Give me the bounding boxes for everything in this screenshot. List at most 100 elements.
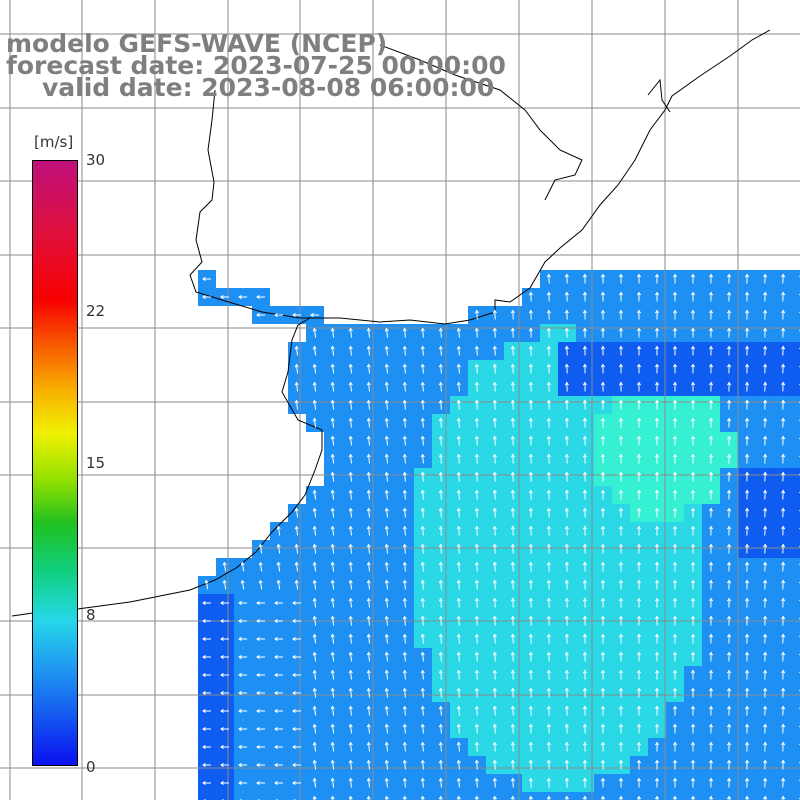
wind-arrow-head bbox=[781, 327, 786, 332]
wind-arrow-head bbox=[636, 363, 642, 368]
wind-arrow bbox=[422, 508, 424, 518]
wind-arrow-head bbox=[546, 453, 551, 458]
wind-arrow-head bbox=[672, 363, 678, 368]
wind-arrow-head bbox=[492, 687, 497, 692]
wind-arrow-head bbox=[438, 507, 443, 512]
wind-arrow bbox=[331, 616, 335, 626]
wind-arrow-head bbox=[438, 525, 443, 530]
wind-arrow-head bbox=[582, 669, 587, 674]
wind-arrow bbox=[458, 472, 460, 482]
wind-arrow bbox=[313, 418, 317, 428]
wind-arrow-head bbox=[348, 561, 353, 566]
wind-arrow bbox=[404, 526, 406, 536]
wind-arrow bbox=[404, 742, 406, 752]
wind-arrow-head bbox=[636, 615, 642, 620]
wind-arrow-head bbox=[618, 687, 624, 692]
wind-arrow-head bbox=[546, 759, 551, 764]
wind-arrow bbox=[368, 490, 370, 500]
wind-arrow-head bbox=[330, 417, 335, 422]
wind-arrow-head bbox=[564, 741, 569, 746]
wind-arrow-head bbox=[745, 615, 750, 620]
wind-arrow bbox=[458, 382, 460, 392]
wind-arrow-head bbox=[726, 741, 732, 746]
wind-arrow-head bbox=[276, 579, 281, 584]
wind-arrow-head bbox=[240, 561, 245, 566]
wind-arrow bbox=[476, 760, 478, 770]
wind-arrow-head bbox=[402, 363, 407, 368]
wind-arrow bbox=[494, 580, 496, 590]
wind-arrow-head bbox=[564, 471, 569, 476]
wind-arrow-head bbox=[636, 291, 642, 296]
wind-arrow bbox=[476, 598, 478, 608]
wind-arrow bbox=[404, 580, 406, 590]
wind-arrow-head bbox=[330, 615, 335, 620]
wind-arrow-head bbox=[312, 633, 317, 638]
wind-arrow bbox=[386, 436, 388, 446]
wind-arrow bbox=[404, 598, 406, 608]
wind-arrow-head bbox=[294, 561, 299, 566]
wind-arrow-head bbox=[510, 669, 515, 674]
wind-arrow-head bbox=[528, 687, 533, 692]
wind-arrow-head bbox=[438, 471, 443, 476]
wind-arrow-head bbox=[438, 777, 443, 782]
wind-arrow bbox=[458, 490, 460, 500]
wind-arrow bbox=[386, 670, 388, 680]
wind-arrow-head bbox=[474, 705, 479, 710]
wind-arrow bbox=[350, 346, 352, 356]
wind-arrow bbox=[512, 346, 514, 356]
wind-arrow-head bbox=[256, 726, 260, 732]
wind-arrow-head bbox=[456, 723, 461, 728]
wind-arrow-head bbox=[438, 435, 443, 440]
wind-arrow-head bbox=[690, 669, 696, 674]
wind-arrow bbox=[512, 670, 514, 680]
wind-arrow-head bbox=[636, 687, 642, 692]
wind-arrow-head bbox=[636, 525, 642, 530]
wind-arrow-head bbox=[546, 489, 551, 494]
wind-arrow-head bbox=[330, 741, 335, 746]
wind-arrow-head bbox=[220, 690, 224, 696]
wind-arrow-head bbox=[238, 726, 242, 732]
wind-arrow-head bbox=[654, 309, 660, 314]
wind-arrow-head bbox=[330, 489, 335, 494]
wind-arrow-head bbox=[654, 705, 660, 710]
wind-arrow-head bbox=[781, 471, 786, 476]
wind-arrow bbox=[295, 580, 299, 590]
wind-arrow-head bbox=[672, 669, 678, 674]
wind-arrow-head bbox=[474, 399, 479, 404]
wind-arrow-head bbox=[348, 777, 353, 782]
wind-arrow bbox=[331, 364, 335, 374]
field-cell bbox=[792, 414, 800, 432]
wind-arrow bbox=[440, 652, 442, 662]
wind-arrow bbox=[494, 328, 496, 338]
wind-arrow bbox=[494, 778, 496, 788]
title-model: modelo GEFS-WAVE (NCEP) bbox=[6, 29, 388, 58]
wind-arrow-head bbox=[456, 561, 461, 566]
wind-arrow-head bbox=[402, 651, 407, 656]
wind-arrow bbox=[422, 580, 424, 590]
wind-arrow-head bbox=[456, 543, 461, 548]
wind-arrow-head bbox=[366, 651, 371, 656]
wind-arrow bbox=[350, 508, 352, 518]
wind-arrow bbox=[386, 364, 388, 374]
field-cell bbox=[270, 792, 288, 800]
wind-arrow-head bbox=[420, 381, 425, 386]
wind-arrow bbox=[386, 328, 388, 338]
wind-arrow-head bbox=[726, 525, 732, 530]
wind-arrow-head bbox=[276, 543, 281, 548]
wind-arrow-head bbox=[474, 489, 479, 494]
wind-arrow-head bbox=[330, 651, 335, 656]
wind-arrow-head bbox=[438, 687, 443, 692]
wind-arrow-head bbox=[654, 453, 660, 458]
wind-arrow-head bbox=[690, 417, 696, 422]
wind-arrow-head bbox=[781, 363, 786, 368]
wind-arrow-head bbox=[456, 615, 461, 620]
wind-arrow-head bbox=[384, 633, 389, 638]
wind-arrow-head bbox=[690, 345, 696, 350]
wind-arrow-head bbox=[366, 399, 371, 404]
wind-arrow-head bbox=[292, 618, 296, 624]
wind-arrow-head bbox=[708, 399, 714, 404]
wind-arrow-head bbox=[618, 273, 624, 278]
wind-arrow-head bbox=[492, 345, 497, 350]
wind-arrow-head bbox=[292, 780, 296, 786]
wind-arrow-head bbox=[456, 327, 461, 332]
